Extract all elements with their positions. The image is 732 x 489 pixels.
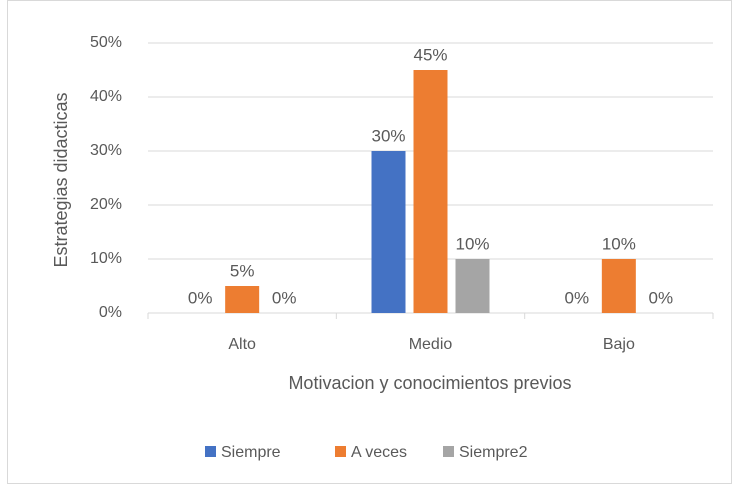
data-label: 45% [413,45,447,64]
x-tick-label: Alto [228,336,256,353]
legend-label: Siempre [221,444,281,461]
data-label: 10% [602,234,636,253]
data-label: 0% [188,288,213,307]
data-label: 10% [455,234,489,253]
x-tick-label: Bajo [603,336,635,353]
x-axis-title: Motivacion y conocimientos previos [288,373,571,393]
bar [455,259,490,313]
data-label: 0% [272,288,297,307]
bar [371,151,406,313]
bar [413,70,448,313]
data-label: 5% [230,261,255,280]
x-tick-label: Medio [409,336,453,353]
data-label: 30% [371,126,405,145]
legend-label: A veces [351,444,407,461]
chart-frame [7,0,732,484]
y-tick-label: 0% [99,304,122,321]
legend-label: Siempre2 [459,444,528,461]
bar [225,286,260,313]
y-tick-label: 20% [90,196,122,213]
data-label: 0% [565,288,590,307]
legend-swatch [335,446,346,457]
legend-swatch [443,446,454,457]
bar [601,259,636,313]
y-tick-label: 40% [90,88,122,105]
legend-swatch [205,446,216,457]
y-axis-title: Estrategias didacticas [51,92,71,267]
data-label: 0% [649,288,674,307]
y-tick-label: 50% [90,34,122,51]
y-tick-label: 30% [90,142,122,159]
y-tick-label: 10% [90,250,122,267]
